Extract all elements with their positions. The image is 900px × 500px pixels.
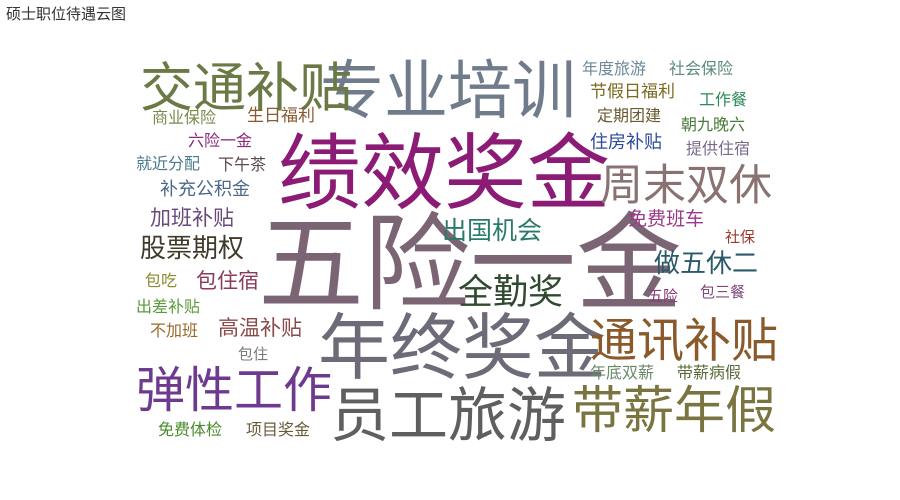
word-cloud-term: 定期团建: [597, 106, 662, 125]
word-cloud-term: 股票期权: [140, 234, 245, 264]
word-cloud-term: 加班补贴: [150, 206, 234, 230]
word-cloud-term: 下午茶: [218, 155, 267, 174]
word-cloud-term: 出国机会: [442, 216, 543, 245]
chart-title: 硕士职位待遇云图: [6, 5, 127, 23]
word-cloud-term: 带薪病假: [677, 363, 742, 382]
word-cloud-term: 工作餐: [699, 90, 748, 109]
word-cloud-term: 商业保险: [152, 108, 217, 127]
word-cloud-term: 节假日福利: [590, 82, 675, 102]
word-cloud-term: 就近分配: [136, 154, 201, 173]
word-cloud-term: 包三餐: [700, 283, 746, 301]
word-cloud-term: 包住: [238, 345, 269, 363]
word-cloud-term: 出差补贴: [136, 297, 201, 316]
word-cloud-term: 周末双休: [600, 161, 772, 211]
word-cloud-term: 免费班车: [628, 208, 705, 230]
word-cloud-term: 通讯补贴: [590, 314, 778, 369]
word-cloud-term: 年度旅游: [582, 59, 647, 78]
word-cloud-term: 六险一金: [188, 131, 253, 150]
word-cloud-term: 年底双薪: [590, 363, 655, 382]
word-cloud-term: 绩效奖金: [278, 125, 610, 222]
word-cloud-term: 提供住宿: [686, 139, 751, 158]
word-cloud-term: 五险: [648, 287, 679, 305]
word-cloud-term: 包吃: [145, 271, 178, 290]
word-cloud-term: 朝九晚六: [681, 115, 746, 134]
word-cloud-term: 做五休二: [654, 249, 759, 279]
word-cloud-term: 弹性工作: [136, 362, 333, 419]
word-cloud-term: 包住宿: [196, 269, 259, 293]
word-cloud-term: 高温补贴: [218, 316, 302, 340]
word-cloud-term: 社保: [725, 228, 756, 246]
word-cloud-term: 全勤奖: [458, 273, 564, 313]
word-cloud-term: 员工旅游: [330, 381, 567, 450]
word-cloud-term: 年终奖金: [318, 306, 607, 390]
word-cloud-term: 交通补贴: [140, 58, 352, 119]
word-cloud-term: 不加班: [150, 321, 199, 340]
word-cloud-term: 补充公积金: [160, 179, 250, 200]
word-cloud-term: 住房补贴: [590, 132, 662, 153]
word-cloud-term: 生日福利: [247, 106, 315, 126]
word-cloud-term: 带薪年假: [572, 382, 777, 441]
word-cloud-term: 社会保险: [669, 59, 734, 78]
word-cloud-term: 专业培训: [320, 55, 576, 129]
word-cloud-term: 免费体检: [158, 420, 223, 439]
word-cloud-term: 项目奖金: [246, 420, 311, 439]
word-cloud-term: 五险一金: [258, 203, 682, 326]
